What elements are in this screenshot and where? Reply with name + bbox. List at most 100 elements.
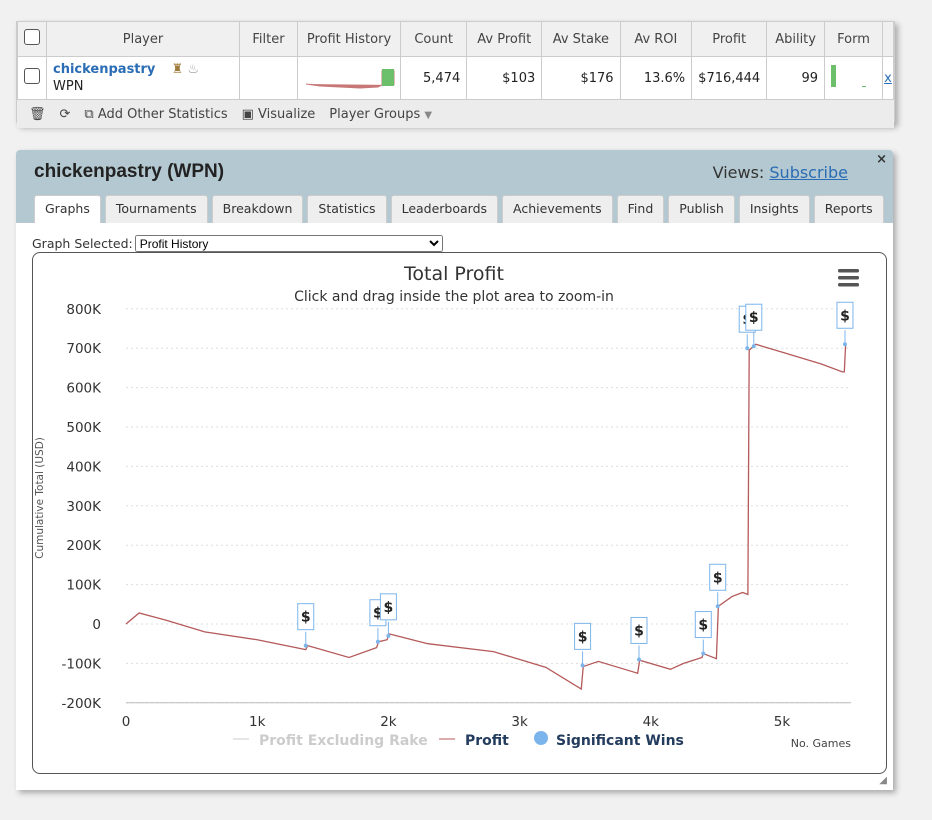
y-tick-label: 100K <box>66 578 102 594</box>
close-icon[interactable]: × <box>876 152 887 167</box>
col-av-roi[interactable]: Av ROI <box>619 22 693 57</box>
menu-icon[interactable] <box>838 276 859 280</box>
tab-tournaments[interactable]: Tournaments <box>104 195 208 223</box>
y-tick-label: 400K <box>66 459 102 475</box>
av-stake: $176 <box>541 56 621 100</box>
views: Views: Subscribe <box>712 163 848 182</box>
significant-win-flag[interactable] <box>694 611 712 639</box>
menu-icon[interactable] <box>838 269 859 273</box>
significant-win-flag[interactable] <box>379 593 397 621</box>
av-profit: $103 <box>466 56 543 100</box>
tab-statistics[interactable]: Statistics <box>307 195 387 223</box>
tab-find[interactable]: Find <box>616 195 665 223</box>
flag-label: $ <box>301 610 311 626</box>
network: WPN <box>53 79 84 94</box>
significant-win-point <box>842 342 847 347</box>
tab-reports[interactable]: Reports <box>813 195 884 223</box>
significant-win-flag[interactable] <box>574 622 592 650</box>
panel-title: chickenpastry (WPN) <box>34 161 225 182</box>
flag-label: $ <box>713 570 723 586</box>
col-profit[interactable]: Profit <box>691 22 768 57</box>
graph-select[interactable]: Profit History <box>134 235 443 252</box>
flag-label: $ <box>373 606 383 622</box>
refresh-icon[interactable]: ⟳ <box>59 106 71 122</box>
significant-win-point <box>701 651 706 656</box>
count: 5,474 <box>399 56 468 100</box>
tab-achievements[interactable]: Achievements <box>502 195 613 223</box>
menu-icon[interactable] <box>838 283 859 287</box>
caret-down-icon: ▼ <box>424 109 433 121</box>
table-row: chickenpastry ♜ ♨ WPN 5,474 $103 $176 13… <box>17 56 894 100</box>
profit: $716,444 <box>691 56 768 100</box>
tab-publish[interactable]: Publish <box>668 195 735 223</box>
av-roi: 13.6% <box>619 56 693 100</box>
x-tick-label: 2k <box>380 714 397 730</box>
flag-label: $ <box>749 310 759 326</box>
player-panel: chickenpastry (WPN) Views: Subscribe × G… <box>16 150 893 790</box>
chart-title: Total Profit <box>403 263 504 285</box>
y-tick-label: 0 <box>92 617 101 633</box>
col-player[interactable]: Player <box>46 22 240 57</box>
player-table-box: Player Filter Profit History Count Av Pr… <box>16 21 895 128</box>
significant-win-point <box>580 663 585 668</box>
tab-bar: Graphs Tournaments Breakdown Statistics Lead… <box>34 195 884 223</box>
player-link[interactable]: chickenpastry <box>53 62 156 77</box>
subscribe-link[interactable]: Subscribe <box>769 163 848 182</box>
significant-win-point <box>745 346 750 351</box>
tab-breakdown[interactable]: Breakdown <box>211 195 304 223</box>
player-groups-dropdown[interactable]: Player Groups ▼ <box>329 106 433 122</box>
significant-win-flag[interactable] <box>836 301 854 329</box>
toolbar: 🗑 ⟳ ⧉ Add Other Statistics ▣ Visualize P… <box>17 100 894 128</box>
player-table: Player Filter Profit History Count Av Pr… <box>17 22 894 100</box>
select-all-checkbox[interactable] <box>17 22 47 57</box>
col-av-stake[interactable]: Av Stake <box>541 22 621 57</box>
col-filter[interactable]: Filter <box>239 22 298 57</box>
x-tick-label: 0 <box>122 714 131 730</box>
x-tick-label: 4k <box>643 714 660 730</box>
visualize-button[interactable]: ▣ Visualize <box>241 106 316 122</box>
resize-handle-icon[interactable]: ◢ <box>879 775 887 786</box>
x-tick-label: 3k <box>511 714 528 730</box>
flame-icon: ♨ <box>187 62 200 77</box>
chart-container: Total Profit Click and drag inside the pl… <box>32 252 887 774</box>
significant-win-point <box>636 657 641 662</box>
trash-icon[interactable]: 🗑 <box>29 106 46 122</box>
remove-player-link[interactable]: x <box>884 70 892 86</box>
row-checkbox[interactable] <box>17 56 47 100</box>
y-tick-label: 800K <box>66 302 102 318</box>
legend-profit[interactable]: Profit <box>465 733 509 749</box>
form-bars <box>824 56 883 100</box>
col-ability[interactable]: Ability <box>766 22 825 57</box>
y-axis-label: Cumulative Total (USD) <box>34 437 46 559</box>
significant-win-point <box>386 633 391 638</box>
profit-history-sparkline <box>297 56 401 100</box>
profit-line <box>125 343 847 691</box>
significant-win-flag[interactable] <box>709 563 727 591</box>
tab-graphs[interactable]: Graphs <box>34 195 101 223</box>
tab-leaderboards[interactable]: Leaderboards <box>390 195 499 223</box>
graph-selector: Graph Selected: Profit History <box>32 235 443 252</box>
significant-win-point <box>751 344 756 349</box>
col-profit-history[interactable]: Profit History <box>297 22 401 57</box>
legend-significant-wins[interactable]: Significant Wins <box>556 733 684 749</box>
significant-win-flag[interactable] <box>297 603 315 631</box>
add-other-statistics-button[interactable]: ⧉ Add Other Statistics <box>84 106 228 122</box>
y-tick-label: -200K <box>62 696 103 712</box>
significant-win-flag[interactable] <box>745 303 763 331</box>
flag-label: $ <box>698 618 708 634</box>
y-tick-label: 500K <box>66 420 102 436</box>
x-tick-label: 1k <box>249 714 266 730</box>
y-tick-label: 700K <box>66 341 102 357</box>
significant-win-flag[interactable] <box>630 616 648 644</box>
col-form[interactable]: Form <box>824 22 883 57</box>
flag-label: $ <box>578 629 588 645</box>
trophy-icon: ♜ <box>171 62 184 77</box>
tab-insights[interactable]: Insights <box>738 195 810 223</box>
legend-profit-excluding-rake[interactable]: Profit Excluding Rake <box>259 733 428 749</box>
col-count[interactable]: Count <box>399 22 468 57</box>
y-tick-label: 200K <box>66 538 102 554</box>
col-av-profit[interactable]: Av Profit <box>466 22 543 57</box>
significant-win-point <box>375 639 380 644</box>
profit-chart[interactable]: Total Profit Click and drag inside the pl… <box>33 253 886 773</box>
flag-label: $ <box>840 308 850 324</box>
